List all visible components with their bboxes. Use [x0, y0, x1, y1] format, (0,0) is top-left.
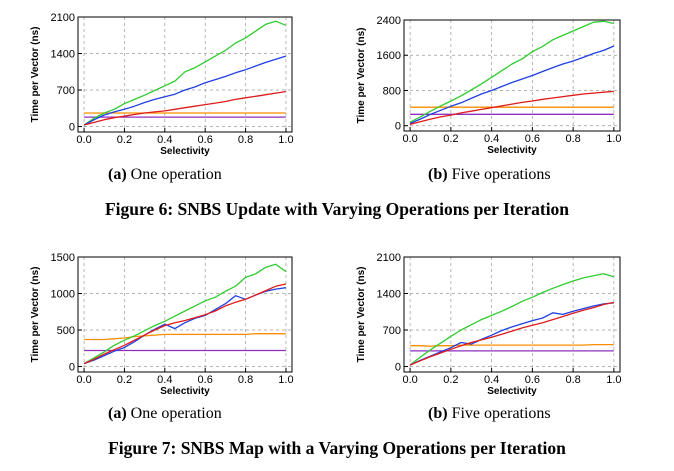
x-tick-label: 1.0: [278, 134, 293, 146]
x-tick-label: 0.0: [402, 133, 417, 145]
series-line: [409, 302, 614, 366]
series-line: [409, 90, 614, 126]
x-tick-label: 0.6: [525, 133, 540, 145]
series-line: [410, 343, 614, 347]
y-tick-label: 2100: [51, 12, 75, 24]
subcaption-7b-text: Five operations: [451, 405, 551, 422]
y-tick-label: 700: [57, 85, 75, 97]
x-tick-label: 0.0: [76, 134, 91, 146]
figure-7-caption: Figure 7: SNBS Map with a Varying Operat…: [108, 438, 566, 458]
grid: [78, 16, 292, 132]
series-line: [83, 20, 287, 126]
x-tick-label: 0.6: [198, 134, 213, 146]
x-tick-label: 0.6: [198, 374, 213, 386]
y-axis-label: Time per Vector (ns): [30, 267, 41, 363]
x-tick-label: 0.8: [565, 133, 580, 145]
y-tick-label: 0: [69, 122, 75, 134]
subcaption-6b-label: (b): [428, 166, 448, 183]
y-tick-label: 0: [69, 362, 75, 374]
y-tick-label: 2100: [377, 252, 401, 264]
plot-frame: [403, 19, 621, 132]
y-axis-label: Time per Vector (ns): [356, 267, 367, 363]
subcaption-6b-text: Five operations: [451, 166, 551, 183]
x-tick-label: 0.0: [76, 374, 91, 386]
x-tick-label: 0.8: [565, 374, 580, 386]
y-tick-label: 500: [57, 325, 75, 337]
plot-frame: [77, 256, 293, 373]
series-line: [409, 45, 615, 125]
x-tick-label: 0.0: [402, 374, 417, 386]
series-line: [409, 273, 615, 366]
y-tick-label: 1500: [51, 252, 75, 264]
series-line: [83, 263, 287, 365]
x-tick-label: 0.2: [117, 374, 132, 386]
figure-6-caption: Figure 6: SNBS Update with Varying Opera…: [104, 199, 570, 219]
y-tick-label: 0: [395, 362, 401, 374]
series-line: [83, 283, 287, 365]
series-line: [84, 333, 286, 341]
x-tick-label: 0.4: [157, 374, 172, 386]
plot-frame: [77, 16, 293, 133]
y-tick-label: 0: [395, 121, 401, 133]
x-tick-label: 0.8: [238, 374, 253, 386]
subcaption-6b: (b) Five operations: [428, 166, 551, 184]
y-tick-label: 1400: [377, 289, 401, 301]
x-tick-label: 0.8: [238, 134, 253, 146]
grid: [78, 256, 292, 372]
x-tick-label: 0.2: [443, 374, 458, 386]
x-tick-label: 1.0: [606, 374, 621, 386]
x-axis-label: Selectivity: [160, 386, 210, 397]
x-axis-label: Selectivity: [487, 145, 537, 156]
y-tick-label: 1400: [51, 49, 75, 61]
subcaption-7a-label: (a): [108, 405, 127, 422]
subcaption-7a: (a) One operation: [108, 405, 222, 423]
y-tick-label: 1600: [377, 50, 401, 62]
y-tick-label: 2400: [377, 15, 401, 27]
x-tick-label: 0.4: [157, 134, 172, 146]
y-tick-label: 700: [383, 325, 401, 337]
y-axis-label: Time per Vector (ns): [30, 27, 41, 123]
y-axis-label: Time per Vector (ns): [356, 28, 367, 124]
y-tick-label: 800: [383, 85, 401, 97]
series-line: [409, 301, 615, 366]
x-tick-label: 0.4: [484, 133, 499, 145]
x-tick-label: 0.6: [525, 374, 540, 386]
subcaption-7a-text: One operation: [130, 405, 222, 422]
subcaption-7b: (b) Five operations: [428, 405, 551, 423]
x-tick-label: 1.0: [278, 374, 293, 386]
subcaption-6a-text: One operation: [130, 166, 222, 183]
x-tick-label: 0.2: [443, 133, 458, 145]
y-tick-label: 1000: [51, 289, 75, 301]
x-axis-label: Selectivity: [160, 146, 210, 157]
series-line: [83, 90, 286, 126]
plot-frame: [403, 256, 621, 373]
x-axis-label: Selectivity: [487, 386, 537, 397]
series-line: [409, 20, 615, 123]
x-tick-label: 0.4: [484, 374, 499, 386]
x-tick-label: 1.0: [606, 133, 621, 145]
x-tick-label: 0.2: [117, 134, 132, 146]
subcaption-6a-label: (a): [108, 166, 127, 183]
subcaption-7b-label: (b): [428, 405, 448, 422]
series-line: [83, 55, 287, 126]
subcaption-6a: (a) One operation: [108, 166, 222, 184]
